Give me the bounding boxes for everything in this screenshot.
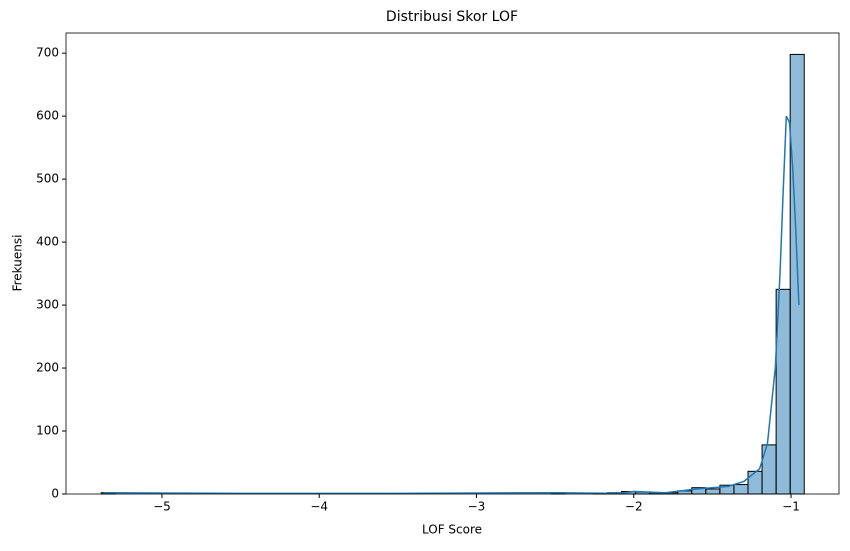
x-tick-label: −2 <box>625 500 643 514</box>
y-tick-label: 700 <box>36 46 59 60</box>
y-tick-label: 600 <box>36 109 59 123</box>
bar <box>705 488 721 495</box>
x-tick-label: −4 <box>310 500 328 514</box>
chart-title: Distribusi Skor LOF <box>386 9 518 25</box>
x-tick-label: −1 <box>782 500 800 514</box>
y-tick-label: 200 <box>36 361 59 375</box>
bar <box>747 470 763 495</box>
x-axis-label: LOF Score <box>422 523 482 537</box>
plot-frame <box>65 32 840 495</box>
y-tick-label: 400 <box>36 235 59 249</box>
y-tick-label: 100 <box>36 424 59 438</box>
bar <box>733 484 749 495</box>
y-tick-label: 0 <box>51 487 59 501</box>
y-tick-label: 300 <box>36 298 59 312</box>
x-tick-label: −5 <box>153 500 171 514</box>
x-tick-label: −3 <box>468 500 486 514</box>
y-axis-label: Frekuensi <box>11 235 25 292</box>
kde-line <box>103 115 800 495</box>
y-tick-label: 500 <box>36 172 59 186</box>
